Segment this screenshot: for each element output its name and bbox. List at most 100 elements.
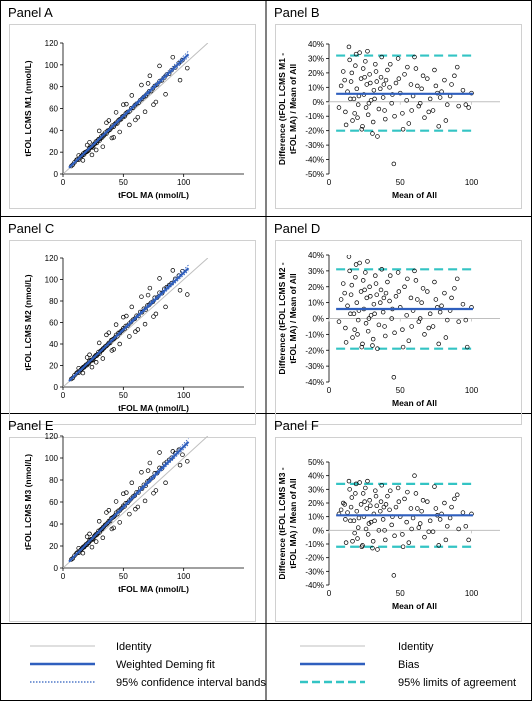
data-point bbox=[371, 87, 377, 93]
data-point bbox=[437, 517, 443, 522]
data-point bbox=[400, 344, 406, 350]
x-tick-label: 0 bbox=[61, 572, 66, 581]
data-point bbox=[170, 268, 176, 273]
y-tick-label: 20 bbox=[49, 148, 58, 157]
y-tick-label: 40 bbox=[49, 340, 58, 349]
data-point bbox=[433, 297, 439, 302]
data-point bbox=[413, 66, 419, 71]
data-point bbox=[363, 59, 368, 64]
data-point bbox=[342, 290, 347, 296]
y-tick-label: 100 bbox=[45, 454, 59, 463]
plot-area bbox=[336, 44, 474, 167]
data-point bbox=[176, 60, 182, 66]
data-point bbox=[391, 374, 397, 380]
data-point bbox=[396, 76, 402, 81]
data-point bbox=[348, 504, 354, 510]
data-point bbox=[343, 325, 348, 331]
data-point bbox=[354, 508, 360, 514]
data-point bbox=[117, 520, 122, 525]
data-point bbox=[112, 335, 118, 340]
data-point bbox=[121, 491, 126, 497]
data-point bbox=[378, 287, 384, 293]
plot-area bbox=[336, 473, 474, 578]
data-point bbox=[360, 341, 365, 347]
data-point bbox=[445, 102, 450, 107]
data-point bbox=[385, 279, 390, 285]
x-tick-label: 50 bbox=[119, 572, 128, 581]
data-point bbox=[430, 529, 436, 534]
y-tick-label: 80 bbox=[49, 83, 58, 92]
y-tick-label: -40% bbox=[305, 581, 324, 590]
x-axis-label: Mean of All bbox=[392, 190, 437, 200]
data-point bbox=[124, 313, 129, 319]
data-point bbox=[348, 79, 354, 84]
data-point bbox=[363, 270, 368, 275]
data-point bbox=[350, 539, 355, 544]
data-point bbox=[354, 86, 360, 92]
data-point bbox=[145, 468, 151, 473]
data-point bbox=[442, 290, 447, 296]
x-tick-label: 0 bbox=[327, 386, 332, 395]
data-point bbox=[356, 515, 362, 521]
data-point bbox=[113, 322, 119, 327]
y-tick-label: 0 bbox=[54, 383, 59, 392]
data-point bbox=[96, 518, 102, 524]
data-point bbox=[352, 530, 357, 536]
data-point bbox=[341, 500, 346, 506]
x-tick-label: 100 bbox=[177, 178, 191, 187]
data-point bbox=[366, 316, 372, 321]
x-tick-label: 50 bbox=[396, 386, 405, 395]
data-point bbox=[366, 521, 372, 526]
chart-area-border bbox=[275, 240, 522, 425]
y-tick-label: 0% bbox=[312, 526, 324, 535]
legend-loa-label: 95% limits of agreement bbox=[398, 677, 516, 689]
data-point bbox=[135, 114, 141, 120]
data-point bbox=[348, 311, 353, 316]
data-point bbox=[402, 496, 407, 502]
data-point bbox=[404, 98, 409, 103]
data-point bbox=[139, 470, 144, 475]
y-tick-label: 20% bbox=[308, 283, 324, 292]
data-point bbox=[432, 484, 437, 489]
data-point bbox=[365, 112, 371, 118]
data-point bbox=[460, 87, 466, 93]
data-point bbox=[163, 480, 168, 486]
data-point bbox=[100, 356, 106, 361]
data-point bbox=[371, 301, 377, 307]
panel-title: Panel E bbox=[8, 418, 54, 433]
data-point bbox=[157, 276, 162, 281]
data-point bbox=[409, 526, 414, 532]
data-point bbox=[375, 547, 380, 552]
y-tick-label: 40% bbox=[308, 472, 324, 481]
data-point bbox=[365, 259, 370, 264]
data-point bbox=[404, 313, 409, 318]
y-tick-label: 20% bbox=[308, 499, 324, 508]
data-point bbox=[383, 77, 389, 83]
data-point bbox=[402, 284, 407, 290]
data-point bbox=[389, 522, 394, 528]
plot-area bbox=[63, 436, 209, 568]
y-tick-label: 100 bbox=[45, 276, 59, 285]
data-point bbox=[80, 370, 86, 376]
data-point bbox=[372, 518, 377, 524]
data-point bbox=[343, 340, 349, 345]
data-point bbox=[343, 109, 348, 115]
data-point bbox=[392, 113, 397, 119]
data-point bbox=[412, 473, 417, 478]
data-point bbox=[383, 116, 388, 122]
data-point bbox=[336, 105, 342, 110]
data-point bbox=[417, 316, 423, 321]
data-point bbox=[376, 528, 382, 533]
data-point bbox=[372, 311, 377, 316]
data-point bbox=[367, 498, 372, 503]
y-axis-label: Difference (tFOL LCMS M2 -tFOL MA) / Mea… bbox=[277, 262, 298, 374]
y-axis-label: Difference (tFOL LCMS M3 -tFOL MA) / Mea… bbox=[277, 467, 298, 579]
data-point bbox=[113, 499, 119, 504]
data-point bbox=[139, 82, 144, 88]
data-point bbox=[436, 124, 441, 129]
data-point bbox=[346, 478, 352, 484]
data-point bbox=[341, 281, 346, 286]
data-point bbox=[368, 80, 373, 86]
data-point bbox=[139, 294, 144, 299]
data-point bbox=[433, 83, 439, 89]
